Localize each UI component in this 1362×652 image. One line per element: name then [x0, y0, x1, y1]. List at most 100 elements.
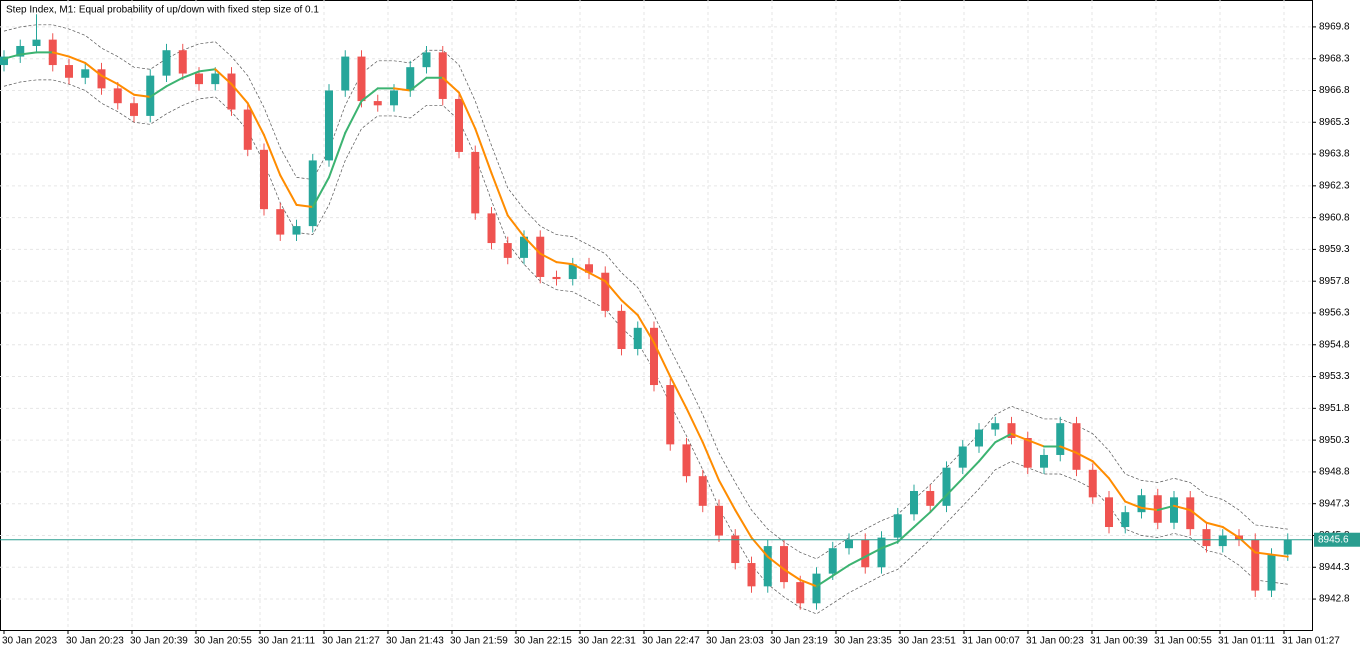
ma-segment — [571, 263, 590, 274]
candle-body — [1218, 535, 1227, 547]
ma-segment — [360, 87, 379, 103]
x-tick-label: 31 Jan 01:27 — [1282, 636, 1340, 647]
candle-body — [828, 548, 837, 574]
candle-body — [796, 582, 805, 604]
ma-segment — [1124, 500, 1143, 509]
candle-body — [390, 90, 398, 106]
ma-segment — [815, 574, 834, 588]
candle-body — [861, 539, 870, 568]
ma-segment — [1254, 551, 1273, 556]
ma-segment — [1010, 432, 1029, 442]
ma-segment — [1221, 526, 1240, 539]
ma-segment — [490, 172, 509, 217]
candle-body — [276, 209, 285, 235]
ma-segment — [328, 131, 347, 179]
chart-title: Step Index, M1: Equal probability of up/… — [6, 5, 319, 16]
candle-body — [520, 236, 528, 258]
ma-segment — [620, 299, 639, 317]
candle-body — [1072, 423, 1081, 470]
grid — [0, 0, 1312, 630]
candle-body — [487, 213, 496, 244]
ma-segment — [669, 375, 688, 410]
x-tick-label: 30 Jan 23:51 — [898, 636, 956, 647]
ma-segment — [783, 568, 802, 581]
candle-body — [16, 45, 25, 57]
candle-body — [292, 226, 301, 235]
ma-segment — [1205, 521, 1224, 529]
candle-body — [812, 573, 821, 604]
candle-body — [1186, 497, 1195, 530]
candle-body — [195, 73, 203, 85]
y-tick-label: 8959.3 — [1319, 244, 1350, 255]
candle-body — [747, 563, 756, 587]
ma-segment — [750, 536, 769, 558]
y-tick-label: 8968.3 — [1319, 53, 1350, 64]
price-label: 8945.6 — [1318, 534, 1349, 545]
candle-body — [1007, 423, 1016, 439]
ma-segment — [945, 477, 964, 497]
x-tick-label: 30 Jan 22:15 — [514, 636, 572, 647]
ma-segment — [913, 511, 932, 529]
ma-segment — [1270, 553, 1289, 558]
candle-body — [227, 73, 236, 110]
ma-segment — [1140, 506, 1159, 512]
price-label-box — [1314, 532, 1360, 547]
candle-body — [0, 56, 8, 66]
ma-segment — [3, 53, 22, 60]
ma-segment — [214, 68, 233, 86]
ma-segment — [409, 76, 428, 92]
candle-body — [731, 535, 740, 564]
candle-body — [373, 101, 382, 106]
candle-body — [650, 327, 658, 386]
ma-segment — [1173, 504, 1192, 512]
ma-segment — [393, 87, 412, 92]
candle-body — [991, 423, 1000, 430]
y-tick-label: 8953.3 — [1319, 371, 1350, 382]
y-tick-label: 8960.8 — [1319, 212, 1350, 223]
ma-segment — [263, 133, 282, 177]
ma-segment — [311, 176, 330, 209]
candle-body — [698, 476, 707, 506]
ma-segment — [474, 127, 493, 175]
candle-body — [65, 65, 73, 78]
candle-body — [308, 160, 317, 227]
x-tick-label: 30 Jan 21:43 — [386, 636, 444, 647]
candle-body — [503, 243, 512, 258]
candle-body — [552, 276, 561, 280]
candle-body — [325, 90, 333, 161]
y-tick-label: 8942.8 — [1319, 594, 1350, 605]
y-tick-label: 8956.3 — [1319, 308, 1350, 319]
candles — [0, 14, 1292, 610]
candle-body — [1105, 497, 1113, 528]
ma-segment — [1026, 439, 1045, 448]
candle-body — [893, 514, 902, 538]
candle-body — [1056, 423, 1065, 455]
moving-average — [3, 51, 1289, 588]
x-tick-label: 30 Jan 21:27 — [322, 636, 380, 647]
y-tick-label: 8969.8 — [1319, 22, 1350, 33]
candle-body — [568, 264, 577, 280]
x-tick-label: 30 Jan 23:35 — [834, 636, 892, 647]
ma-segment — [441, 76, 460, 94]
ma-segment — [458, 91, 477, 130]
candle-body — [536, 236, 545, 277]
axes: 8969.8 8968.3 8966.8 8965.3 8963.8 8962.3 8960… — [0, 22, 1360, 647]
ma-segment — [685, 407, 704, 444]
candle-body — [81, 69, 90, 78]
candle-body — [763, 546, 772, 587]
candle-body — [341, 56, 350, 91]
ma-segment — [848, 555, 867, 567]
ma-segment — [279, 174, 298, 206]
ma-segment — [84, 61, 103, 77]
ma-segment — [880, 540, 899, 550]
candle-body — [845, 539, 853, 549]
ma-segment — [929, 494, 948, 514]
candle-body — [1202, 529, 1211, 547]
ma-segment — [636, 314, 655, 344]
ma-segment — [1075, 451, 1094, 463]
candle-body — [178, 50, 187, 74]
candle-body — [1137, 495, 1146, 513]
candle-body — [471, 151, 480, 214]
ma-segment — [116, 83, 135, 96]
